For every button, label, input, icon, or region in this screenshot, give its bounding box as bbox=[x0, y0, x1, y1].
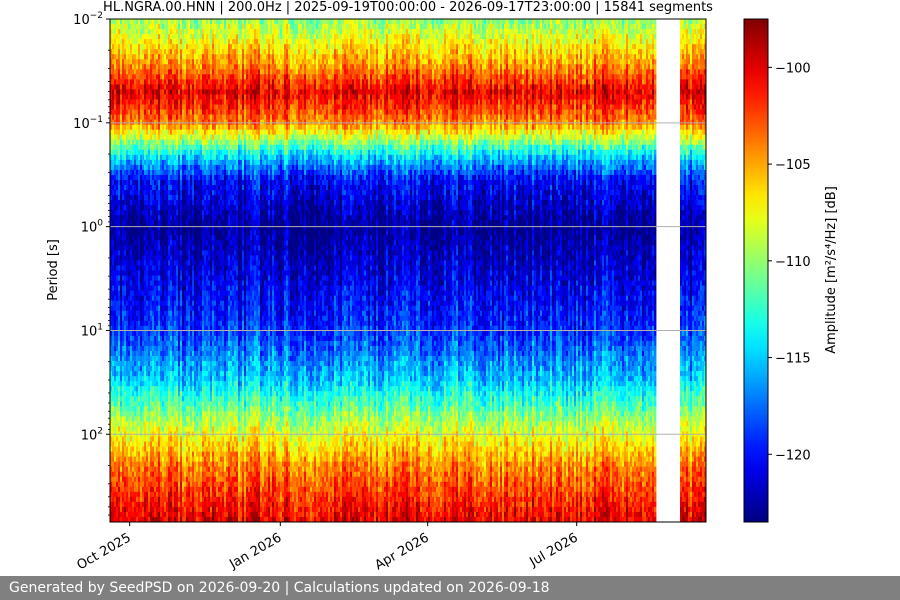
spectrogram-chart: HL.NGRA.00.HNN | 200.0Hz | 2025-09-19T00… bbox=[0, 0, 900, 576]
heatmap-layer bbox=[110, 19, 706, 522]
chart-title: HL.NGRA.00.HNN | 200.0Hz | 2025-09-19T00… bbox=[103, 0, 713, 15]
